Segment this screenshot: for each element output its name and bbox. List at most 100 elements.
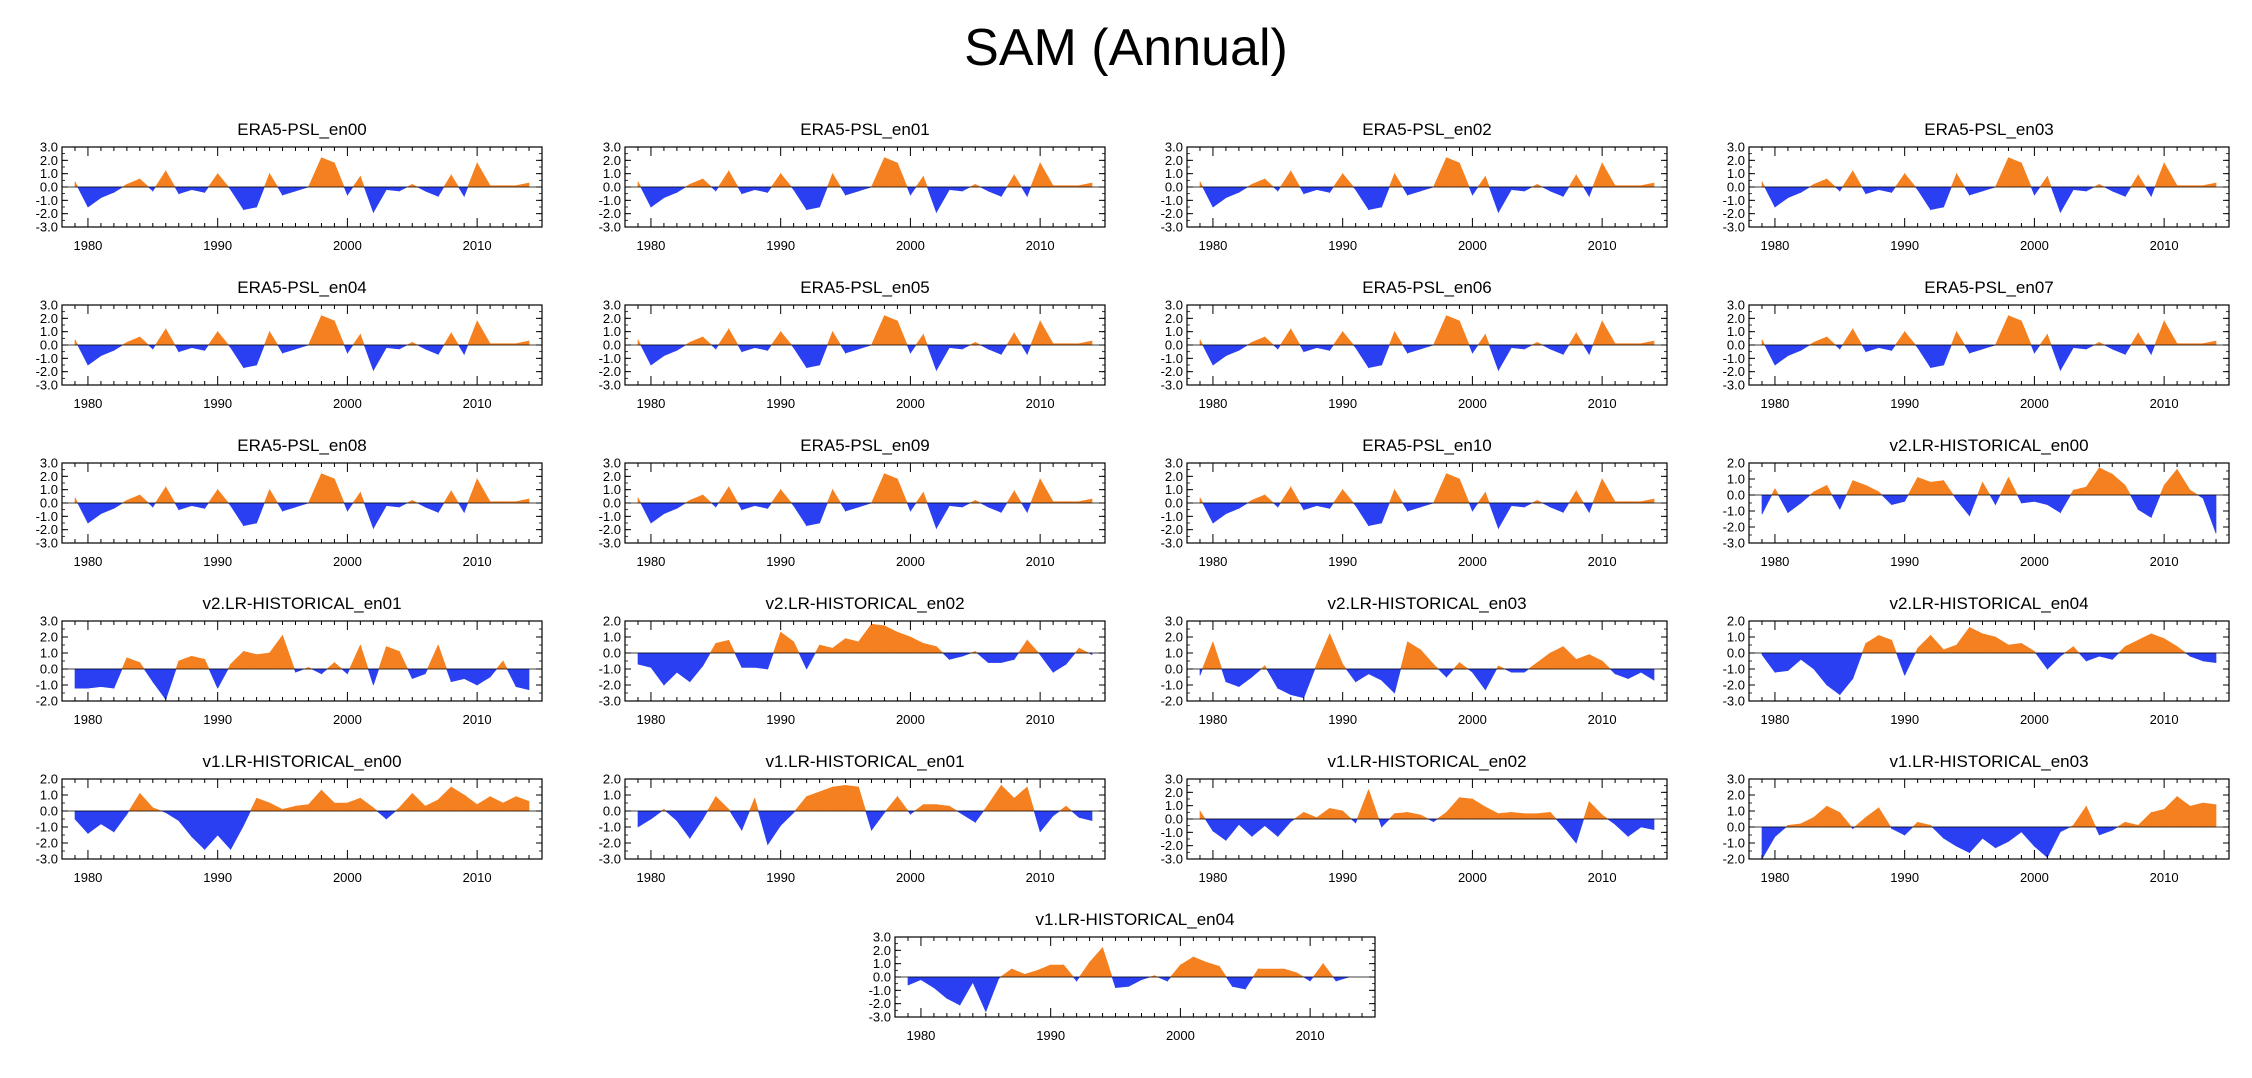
x-tick-label: 2000 (1458, 238, 1487, 253)
positive-area (1407, 641, 1421, 670)
positive-area (728, 327, 739, 346)
y-tick-label: 3.0 (1165, 614, 1183, 629)
x-tick-label: 1990 (766, 396, 795, 411)
positive-area (1809, 491, 1815, 496)
negative-area (386, 502, 400, 508)
negative-area (1904, 494, 1909, 502)
positive-area (2047, 334, 2052, 346)
y-tick-label: -2.0 (1161, 838, 1183, 853)
positive-area (1865, 634, 1880, 654)
positive-area (1180, 956, 1194, 978)
negative-area (174, 502, 180, 511)
x-tick-label: 2010 (1026, 712, 1055, 727)
positive-area (1388, 489, 1395, 504)
positive-area (467, 478, 478, 504)
negative-area (926, 344, 937, 371)
negative-area (961, 810, 976, 823)
negative-area (910, 186, 917, 196)
positive-area (352, 491, 361, 504)
positive-area (2130, 173, 2139, 188)
positive-area (2116, 821, 2126, 828)
negative-area (113, 810, 128, 833)
positive-area (2117, 645, 2126, 654)
negative-area (1964, 186, 1970, 197)
negative-area (2016, 494, 2022, 504)
negative-area (1355, 668, 1369, 683)
negative-area (676, 502, 687, 509)
negative-area (936, 186, 950, 214)
negative-area (256, 186, 265, 208)
y-tick-label: 0.0 (603, 180, 621, 195)
negative-area (715, 502, 719, 509)
x-tick-label: 2010 (463, 554, 492, 569)
positive-area (936, 645, 944, 654)
positive-area (999, 968, 1013, 978)
positive-area (1329, 633, 1343, 670)
x-tick-label: 1990 (766, 238, 795, 253)
negative-area (373, 344, 387, 372)
positive-area (1013, 786, 1028, 812)
positive-area (2202, 182, 2217, 188)
y-tick-label: -2.0 (36, 836, 58, 851)
positive-area (1433, 473, 1447, 504)
positive-area (1058, 805, 1067, 812)
y-tick-label: 1.0 (603, 788, 621, 803)
negative-area (1000, 502, 1008, 514)
positive-area (819, 786, 833, 812)
positive-area (1017, 639, 1028, 654)
negative-area (2073, 344, 2087, 350)
y-tick-label: 3.0 (40, 614, 58, 629)
x-tick-label: 1980 (1760, 870, 1789, 885)
negative-area (277, 502, 283, 513)
positive-area (1013, 331, 1023, 346)
positive-area (717, 169, 730, 188)
negative-area (1368, 344, 1382, 369)
negative-area (1969, 494, 1979, 516)
positive-area (1640, 498, 1655, 504)
positive-area (308, 157, 322, 188)
negative-area (1834, 186, 1841, 192)
x-tick-label: 1990 (1890, 396, 1919, 411)
negative-area (2078, 652, 2087, 662)
positive-area (1914, 648, 1918, 654)
negative-area (650, 502, 665, 524)
negative-area (1355, 818, 1358, 824)
positive-area (2008, 315, 2022, 346)
x-tick-label: 2010 (2150, 554, 2179, 569)
positive-area (1316, 807, 1331, 820)
negative-area (741, 186, 756, 195)
positive-area (1549, 811, 1557, 820)
positive-area (1917, 821, 1931, 828)
positive-area (1813, 484, 1828, 496)
negative-area (437, 502, 445, 514)
negative-area (1251, 668, 1262, 678)
negative-area (204, 344, 209, 352)
positive-area (1452, 661, 1460, 670)
positive-area (1290, 327, 1301, 346)
negative-area (386, 186, 400, 192)
negative-area (113, 502, 124, 509)
negative-area (1800, 652, 1815, 670)
positive-area (1316, 633, 1331, 670)
positive-area (426, 644, 439, 670)
negative-area (1407, 502, 1421, 512)
y-tick-label: 1.0 (603, 482, 621, 497)
y-tick-label: 0.0 (603, 646, 621, 661)
x-tick-label: 1980 (1760, 238, 1789, 253)
negative-area (1355, 186, 1369, 211)
negative-area (1468, 344, 1473, 354)
negative-area (282, 502, 296, 512)
positive-area (1264, 336, 1275, 346)
negative-area (1562, 344, 1570, 356)
y-tick-label: 2.0 (1165, 469, 1183, 484)
negative-area (906, 186, 911, 196)
negative-area (113, 186, 124, 193)
positive-area (1592, 478, 1603, 504)
negative-area (1542, 344, 1551, 350)
positive-area (1956, 330, 1966, 346)
negative-area (1299, 502, 1305, 511)
negative-area (819, 186, 828, 208)
negative-area (972, 976, 987, 1012)
negative-area (386, 810, 397, 820)
y-tick-label: -1.0 (1161, 509, 1183, 524)
